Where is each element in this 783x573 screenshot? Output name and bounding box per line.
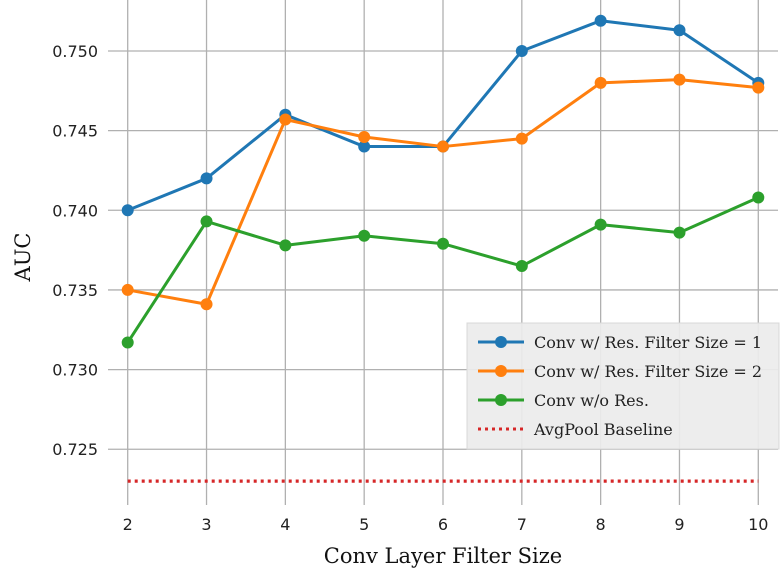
series-group [121,191,765,349]
data-point [673,73,686,86]
data-point [437,237,449,250]
data-point [200,172,213,185]
legend-marker [495,394,507,406]
data-point [594,76,607,89]
legend-label: AvgPool Baseline [533,420,673,439]
data-point [121,283,134,296]
data-point [279,113,292,126]
legend-box [466,322,780,450]
data-point [279,239,292,252]
x-tick-label: 5 [359,515,369,534]
data-point [358,229,371,242]
series-lines [121,14,765,483]
data-point [437,140,449,153]
x-tick-label: 4 [280,515,290,534]
legend-label: Conv w/ Res. Filter Size = 2 [534,362,762,381]
data-point [752,191,765,204]
y-tick-label: 0.750 [52,42,98,61]
x-tick-label: 3 [201,515,211,534]
legend-marker [495,365,507,377]
legend: Conv w/ Res. Filter Size = 1 Conv w/ Res.… [466,322,780,450]
data-point [121,336,134,349]
data-point [515,260,528,273]
data-point [594,218,607,231]
x-tick-label: 2 [123,515,133,534]
y-axis-label: AUC [11,233,35,283]
data-point [673,226,686,239]
series-group [121,73,765,311]
grid-lines [108,0,778,505]
y-tick-label: 0.740 [52,201,98,220]
y-tick-label: 0.745 [52,122,98,141]
y-tick-label: 0.725 [52,440,98,459]
data-point [673,24,686,37]
data-point [515,44,528,57]
data-point [200,298,213,311]
x-tick-label: 9 [674,515,684,534]
legend-marker [495,336,507,348]
data-point [200,215,213,228]
x-tick-label: 10 [748,515,768,534]
data-point [752,81,765,94]
data-point [594,14,607,27]
y-tick-label: 0.735 [52,281,98,300]
x-tick-label: 8 [596,515,606,534]
data-point [121,204,134,217]
tick-labels: 2 3 4 5 6 7 8 9 10 0.725 0.730 0.735 0.740 0.745 0.750 [52,42,768,534]
legend-label: Conv w/o Res. [534,391,649,410]
x-tick-label: 7 [517,515,527,534]
y-tick-label: 0.730 [52,361,98,380]
data-point [358,140,371,153]
data-point [358,131,371,144]
data-point [515,132,528,145]
legend-label: Conv w/ Res. Filter Size = 1 [534,333,762,352]
x-tick-label: 6 [438,515,448,534]
x-axis-label: Conv Layer Filter Size [324,544,562,568]
